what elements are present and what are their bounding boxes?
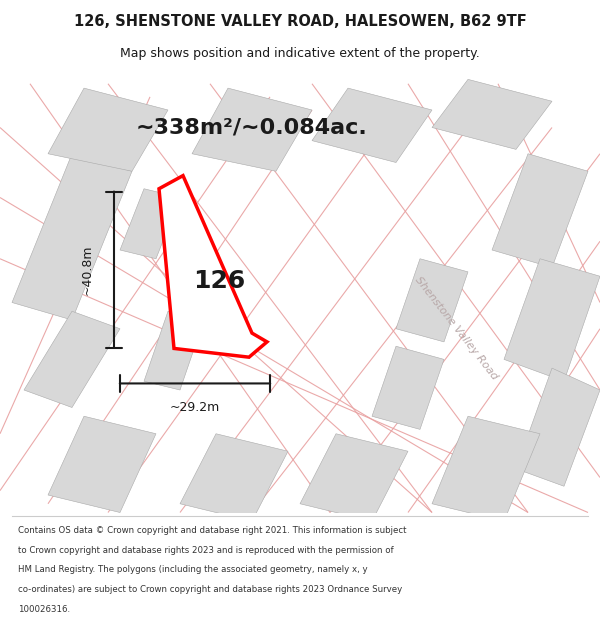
Text: 126, SHENSTONE VALLEY ROAD, HALESOWEN, B62 9TF: 126, SHENSTONE VALLEY ROAD, HALESOWEN, B… [74,14,526,29]
Polygon shape [504,259,600,381]
Polygon shape [48,416,156,512]
Polygon shape [372,346,444,429]
Polygon shape [12,154,132,320]
Polygon shape [159,176,267,358]
Text: 126: 126 [193,269,245,292]
Polygon shape [492,154,588,268]
Polygon shape [516,368,600,486]
Polygon shape [432,416,540,521]
Polygon shape [312,88,432,162]
Text: ~338m²/~0.084ac.: ~338m²/~0.084ac. [136,118,368,138]
Text: ~40.8m: ~40.8m [80,244,94,295]
Polygon shape [144,311,204,390]
Polygon shape [432,79,552,149]
Polygon shape [192,88,312,171]
Text: co-ordinates) are subject to Crown copyright and database rights 2023 Ordnance S: co-ordinates) are subject to Crown copyr… [18,585,402,594]
Text: HM Land Registry. The polygons (including the associated geometry, namely x, y: HM Land Registry. The polygons (includin… [18,566,368,574]
Text: to Crown copyright and database rights 2023 and is reproduced with the permissio: to Crown copyright and database rights 2… [18,546,394,555]
Text: ~29.2m: ~29.2m [170,401,220,414]
Text: 100026316.: 100026316. [18,605,70,614]
Text: Shenstone Valley Road: Shenstone Valley Road [413,276,499,382]
Polygon shape [120,189,180,259]
Polygon shape [24,311,120,408]
Polygon shape [180,434,288,521]
Polygon shape [396,259,468,342]
Text: Contains OS data © Crown copyright and database right 2021. This information is : Contains OS data © Crown copyright and d… [18,526,407,535]
Polygon shape [300,434,408,521]
Text: Map shows position and indicative extent of the property.: Map shows position and indicative extent… [120,48,480,61]
Polygon shape [48,88,168,171]
